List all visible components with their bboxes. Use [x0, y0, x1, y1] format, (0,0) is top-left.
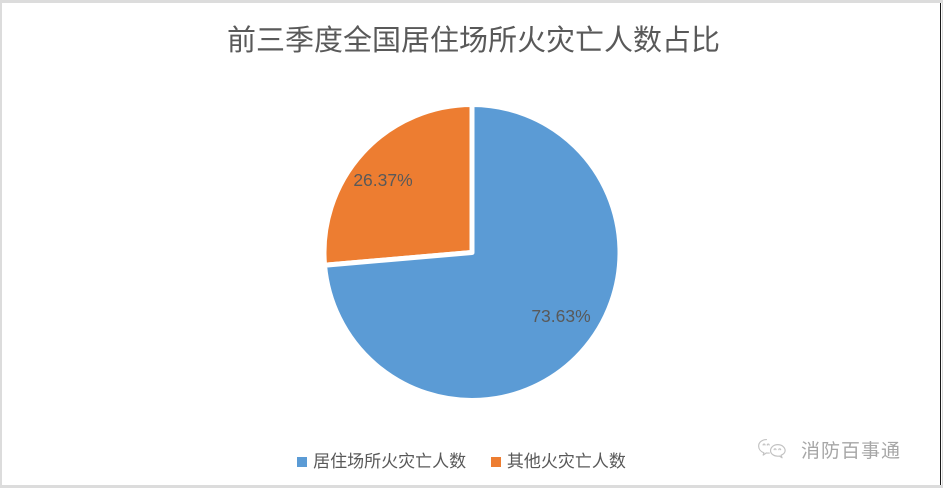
svg-text:26.37%: 26.37%	[353, 170, 412, 190]
svg-text:73.63%: 73.63%	[531, 306, 590, 326]
